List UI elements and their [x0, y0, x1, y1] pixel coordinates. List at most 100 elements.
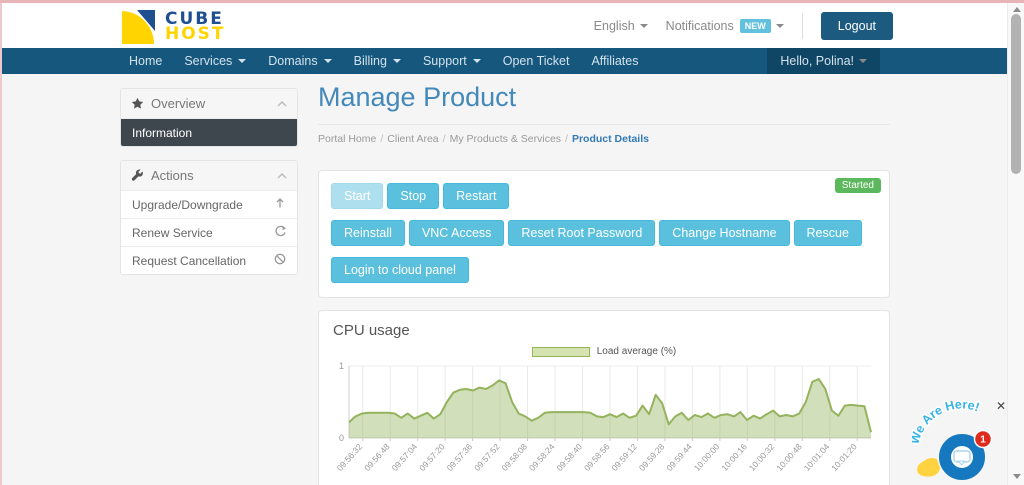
- nav-item-domains[interactable]: Domains: [257, 48, 342, 74]
- x-tick-label: 10:01:20: [829, 441, 859, 472]
- logout-button[interactable]: Logout: [820, 11, 893, 40]
- sidebar-item-information[interactable]: Information: [121, 118, 297, 146]
- nav-item-affiliates[interactable]: Affiliates: [591, 54, 639, 68]
- top-header: CUBE HOST English Notifications NEW Logo…: [0, 3, 1007, 48]
- vnc-access-button[interactable]: VNC Access: [408, 220, 505, 246]
- breadcrumb-client-area[interactable]: Client Area: [387, 133, 439, 145]
- chevron-down-icon: [323, 59, 332, 63]
- breadcrumb-my-products-services[interactable]: My Products & Services: [449, 133, 562, 145]
- notification-count: 1: [980, 435, 986, 446]
- star-icon: [131, 97, 144, 109]
- action-item-request-cancellation[interactable]: Request Cancellation: [121, 246, 297, 274]
- y-tick-label: 0: [339, 433, 344, 443]
- logo-mark-icon: [122, 10, 155, 44]
- nav-item-billing[interactable]: Billing: [343, 48, 412, 74]
- triangle-up-icon: [1012, 6, 1021, 12]
- notifications-label: Notifications: [665, 18, 734, 33]
- cancel-ban-icon: [274, 253, 286, 268]
- chevron-down-icon: [639, 23, 648, 28]
- chart-legend: Load average (%): [333, 346, 875, 357]
- cpu-usage-panel: CPU usage Load average (%) 09:56:32 09:56…: [318, 310, 890, 485]
- x-tick-label: 09:56:48: [362, 441, 392, 472]
- reinstall-button[interactable]: Reinstall: [331, 220, 405, 246]
- actions-panel-header[interactable]: Actions: [121, 161, 297, 190]
- x-tick-label: 09:57:04: [390, 441, 420, 472]
- action-item-label: Renew Service: [132, 225, 213, 240]
- login-to-cloud-panel-button[interactable]: Login to cloud panel: [331, 257, 469, 283]
- chat-close-icon[interactable]: ✕: [995, 399, 1006, 413]
- chat-bubble-tail: [956, 460, 965, 466]
- scrollbar-thumb[interactable]: [1011, 14, 1021, 174]
- reset-root-password-button[interactable]: Reset Root Password: [508, 220, 656, 246]
- x-tick-label: 10:00:32: [747, 441, 777, 472]
- overview-title: Overview: [151, 96, 206, 111]
- notification-badge: [973, 429, 993, 449]
- breadcrumb-separator: /: [380, 133, 384, 145]
- x-tick-label: 09:58:56: [582, 441, 612, 472]
- user-menu[interactable]: Hello, Polina!: [767, 48, 880, 74]
- chevron-down-icon: [775, 23, 784, 28]
- panel-buttons-row: Login to cloud panel: [331, 257, 877, 283]
- actions-title: Actions: [151, 168, 194, 183]
- chevron-up-icon: [277, 172, 287, 179]
- nav-item-services[interactable]: Services: [173, 48, 257, 74]
- navbar: Home Services Domains Billing Support Open Ti…: [0, 48, 1007, 74]
- logo-text: CUBE HOST: [165, 11, 226, 44]
- status-badge: Started: [834, 178, 881, 193]
- renew-refresh-icon: [274, 225, 286, 240]
- cpu-usage-chart: 09:56:3209:56:4809:57:0409:57:2009:57:36…: [335, 361, 872, 473]
- triangle-down-icon: [1012, 473, 1021, 479]
- nav-item-home[interactable]: Home: [129, 54, 163, 68]
- overview-panel-header[interactable]: Overview: [121, 89, 297, 118]
- new-badge: NEW: [739, 18, 771, 33]
- scrollbar-up-arrow[interactable]: [1008, 2, 1024, 16]
- logo-line2: HOST: [165, 24, 226, 44]
- page-title: Manage Product: [318, 82, 890, 125]
- main-content: Manage Product Portal Home / Client Area / M…: [318, 82, 890, 485]
- y-tick-label: 1: [339, 361, 344, 371]
- vertical-scrollbar[interactable]: [1007, 0, 1024, 485]
- action-item-upgrade-downgrade[interactable]: Upgrade/Downgrade: [121, 190, 297, 218]
- restart-button[interactable]: Restart: [443, 183, 510, 209]
- notifications-dropdown[interactable]: Notifications NEW: [665, 18, 784, 33]
- chat-widget-graphic: We Are Here! 1: [912, 401, 993, 480]
- x-tick-label: 09:59:44: [664, 441, 694, 472]
- x-tick-label: 10:00:16: [719, 441, 749, 472]
- chevron-down-icon: [472, 59, 481, 63]
- nav-item-open-ticket[interactable]: Open Ticket: [502, 54, 570, 68]
- breadcrumb-separator: /: [442, 133, 446, 145]
- scrollbar-down-arrow[interactable]: [1008, 469, 1024, 483]
- nav-item-support[interactable]: Support: [412, 48, 492, 74]
- x-tick-label: 10:00:00: [692, 441, 722, 472]
- action-item-renew-service[interactable]: Renew Service: [121, 218, 297, 246]
- x-tick-label: 09:57:20: [417, 441, 447, 472]
- chevron-down-icon: [392, 59, 401, 63]
- upgrade-arrow-icon: [274, 197, 286, 212]
- x-tick-label: 10:00:48: [774, 441, 804, 472]
- action-item-label: Upgrade/Downgrade: [132, 197, 243, 212]
- logo[interactable]: CUBE HOST: [118, 7, 226, 47]
- action-buttons-row: Reinstall VNC Access Reset Root Password Ch…: [331, 220, 877, 246]
- power-buttons-row: Start Stop Restart: [331, 183, 877, 209]
- x-tick-label: 09:59:28: [637, 441, 667, 472]
- x-tick-label: 09:58:24: [527, 441, 557, 472]
- language-dropdown[interactable]: English: [594, 19, 648, 33]
- header-right: English Notifications NEW Logout: [594, 3, 893, 48]
- x-tick-label: 09:57:36: [445, 441, 475, 472]
- controls-panel: Started Start Stop Restart Reinstall VNC Ac…: [318, 170, 890, 298]
- rescue-button[interactable]: Rescue: [793, 220, 862, 246]
- stop-button[interactable]: Stop: [387, 183, 440, 209]
- hand-icon: [917, 457, 940, 477]
- breadcrumb-portal-home[interactable]: Portal Home: [318, 133, 377, 145]
- chat-widget[interactable]: ✕ We Are Here! 1: [912, 397, 1008, 483]
- change-hostname-button[interactable]: Change Hostname: [659, 220, 790, 246]
- x-tick-label: 09:56:32: [335, 441, 365, 472]
- x-tick-label: 10:01:04: [802, 441, 832, 472]
- start-button[interactable]: Start: [331, 183, 384, 209]
- language-label: English: [593, 18, 635, 33]
- greeting-label: Hello, Polina!: [780, 54, 854, 68]
- legend-swatch: [531, 346, 590, 357]
- legend-label: Load average (%): [596, 346, 677, 357]
- screen-edge-left: [0, 0, 2, 485]
